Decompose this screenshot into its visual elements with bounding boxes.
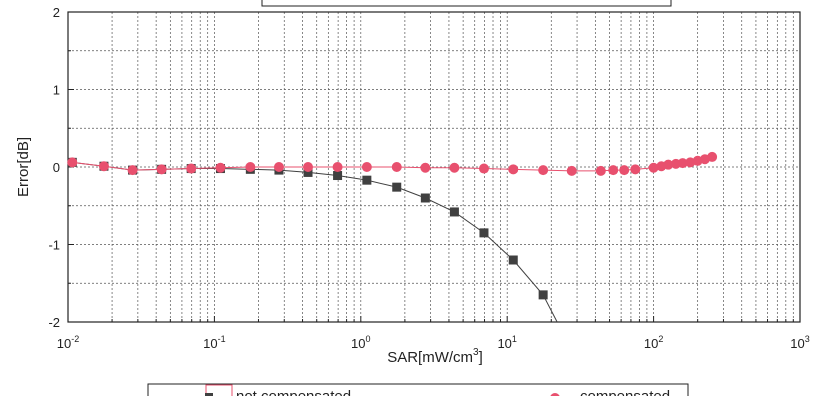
tick-labels: 210-1-210-2 10-1 100 101 102 103 [48,5,809,351]
data-point-compensated [67,157,78,168]
data-point-compensated [361,162,372,172]
title-box-remnant [261,0,672,7]
data-point-not-compensated [303,167,313,177]
data-point-compensated [391,162,402,172]
data-point-not-compensated [362,175,372,185]
data-point-not-compensated [333,171,343,181]
y-tick-label: -1 [48,238,60,253]
data-point-compensated [127,165,138,176]
data-point-compensated [156,164,167,175]
data-point-not-compensated [508,255,518,265]
legend-label-not-compensated: not compensated [236,388,351,396]
legend-box [147,383,689,396]
legend-label-compensated: compensated [580,388,670,396]
y-tick-label: 2 [53,5,60,20]
data-point-compensated [273,162,284,172]
data-point-compensated [619,165,630,176]
data-point-compensated [508,164,519,175]
data-point-compensated [677,158,688,169]
data-point-compensated [449,162,460,173]
x-tick-label: 10-1 [203,334,225,351]
y-tick-label: 0 [53,160,60,175]
series-lines [72,156,713,323]
data-point-compensated [707,151,718,162]
data-point-compensated [245,162,256,172]
x-tick-label: 10-2 [57,334,79,351]
legend: not compensated compensated [147,383,689,396]
x-tick-label: 103 [790,334,809,351]
data-point-compensated [420,162,431,173]
data-point-compensated [608,165,619,176]
data-point-compensated [215,162,226,173]
data-point-compensated [478,163,489,174]
x-tick-label: 102 [644,334,663,351]
series-points [67,151,718,300]
x-tick-label: 100 [351,334,370,351]
data-point-not-compensated [449,207,459,217]
data-point-compensated [566,165,577,176]
y-axis-title: Error[dB] [15,137,32,197]
data-point-compensated [685,157,696,168]
data-point-compensated [648,162,659,173]
data-point-compensated [303,162,314,172]
data-point-not-compensated [479,228,489,238]
data-point-compensated [98,161,109,172]
data-point-not-compensated [392,182,402,192]
x-axis-title: SAR[mW/cm3] [387,347,483,366]
data-point-not-compensated [420,193,430,203]
legend-marker-compensated [550,393,560,396]
data-point-not-compensated [538,290,548,300]
data-point-compensated [538,165,549,176]
y-tick-label: -2 [48,315,60,330]
data-point-compensated [630,164,641,175]
y-tick-label: 1 [53,83,60,98]
data-point-compensated [332,162,343,172]
series-line-not-compensated [72,161,558,323]
legend-marker-not-compensated [205,393,213,396]
data-point-compensated [595,165,606,176]
x-tick-label: 101 [497,334,516,351]
data-point-compensated [663,159,674,170]
data-point-compensated [186,163,197,174]
